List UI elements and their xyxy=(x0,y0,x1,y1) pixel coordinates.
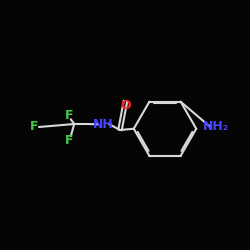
Text: F: F xyxy=(64,109,73,122)
Text: F: F xyxy=(64,134,73,146)
Text: NH: NH xyxy=(94,118,114,131)
Text: NH₂: NH₂ xyxy=(202,120,228,132)
Text: F: F xyxy=(30,120,39,134)
Text: O: O xyxy=(120,99,131,112)
